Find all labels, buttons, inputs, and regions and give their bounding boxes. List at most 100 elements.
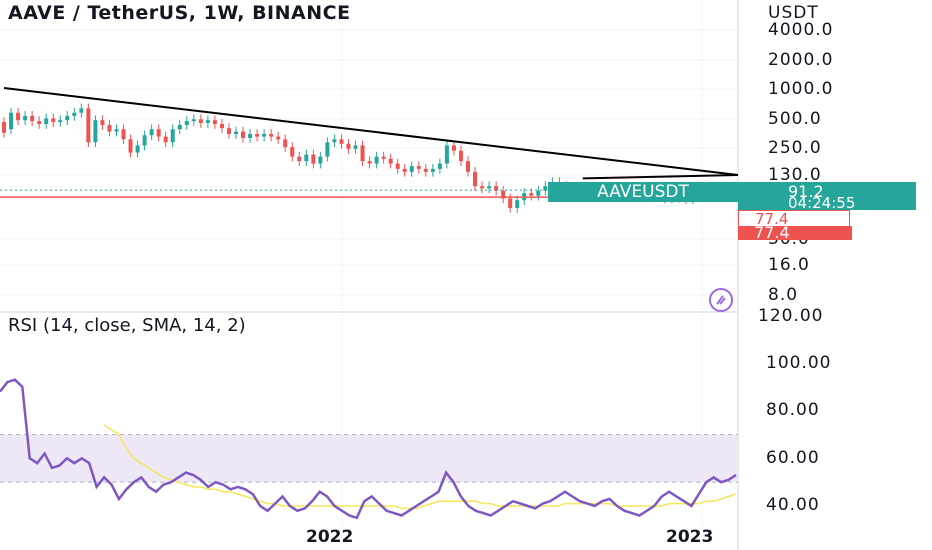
candle-body <box>241 131 246 138</box>
candle-body <box>311 154 316 164</box>
last-price-badge: 91.2 04:24:55 <box>738 182 916 212</box>
candle-body <box>177 124 182 130</box>
candle-body <box>283 139 288 148</box>
candle-body <box>30 115 35 122</box>
rsi-tick-120: 120.00 <box>758 306 824 326</box>
candle-body <box>262 134 267 137</box>
symbol-badge: AAVEUSDT <box>548 182 738 202</box>
candle-body <box>515 200 520 208</box>
rsi-band <box>0 434 738 483</box>
candle-body <box>156 129 161 137</box>
candle-body <box>444 145 449 164</box>
rsi-sma-line <box>103 424 737 510</box>
last-price-value: 91.2 <box>788 182 824 201</box>
candle-body <box>543 186 548 191</box>
level-badge-b: 77.4 <box>738 223 852 242</box>
candle-body <box>458 150 463 162</box>
rsi-tick-60: 60.00 <box>766 448 820 468</box>
candle-body <box>248 134 253 138</box>
bar-countdown: 04:24:55 <box>788 194 856 212</box>
candle-body <box>480 186 485 189</box>
candle-body <box>212 120 217 124</box>
candle-body <box>304 154 309 162</box>
candle-body <box>219 123 224 129</box>
candle-body <box>269 134 274 137</box>
tradingview-logo-icon[interactable] <box>708 287 734 313</box>
candle-body <box>51 118 56 123</box>
candle-body <box>44 118 49 124</box>
candle-body <box>325 142 330 157</box>
candle-body <box>494 186 499 191</box>
candle-body <box>135 145 140 153</box>
candle-body <box>163 136 168 143</box>
candle-body <box>339 139 344 144</box>
candle-body <box>128 139 133 153</box>
candle-body <box>353 145 358 149</box>
rsi-line <box>0 378 737 520</box>
candle-body <box>437 163 442 169</box>
level-value-a: 77.4 <box>755 210 789 228</box>
trendline-1 <box>582 174 739 180</box>
price-tick-8: 8.0 <box>768 285 799 305</box>
chart-title: AAVE / TetherUS, 1W, BINANCE <box>8 2 351 24</box>
candle-body <box>374 156 379 164</box>
candle-body <box>72 112 77 116</box>
level-value-b: 77.4 <box>754 223 790 242</box>
candle-body <box>423 168 428 172</box>
candle-body <box>466 161 470 172</box>
candle-body <box>37 121 42 124</box>
candle-body <box>191 119 196 122</box>
candle-body <box>332 139 337 143</box>
candle-body <box>360 145 365 162</box>
candle-body <box>121 129 126 140</box>
candle-body <box>234 131 238 135</box>
candle-body <box>416 166 421 169</box>
candle-body <box>205 120 210 124</box>
candle-body <box>9 112 14 130</box>
price-tick-250: 250.0 <box>768 138 822 158</box>
price-tick-500: 500.0 <box>768 109 822 129</box>
price-axis-unit: USDT <box>768 3 819 23</box>
candle-body <box>409 166 414 172</box>
candle-body <box>79 108 84 113</box>
candle-body <box>367 161 372 164</box>
candle-body <box>2 122 6 133</box>
rsi-tick-40: 40.00 <box>766 495 820 515</box>
candle-body <box>290 147 295 157</box>
candle-body <box>107 124 112 132</box>
candle-body <box>381 156 386 159</box>
candle-body <box>508 198 513 208</box>
candle-body <box>430 168 435 172</box>
rsi-title: RSI (14, close, SMA, 14, 2) <box>8 315 246 336</box>
candle-body <box>501 190 506 199</box>
candle-body <box>451 145 456 151</box>
time-label-2022: 2022 <box>306 527 354 547</box>
price-tick-2000: 2000.0 <box>768 50 834 70</box>
candle-body <box>16 112 21 121</box>
time-label-2023: 2023 <box>666 527 714 547</box>
candle-body <box>402 168 407 172</box>
candle-body <box>318 156 323 164</box>
price-tick-4000: 4000.0 <box>768 20 834 40</box>
candle-body <box>529 193 534 196</box>
rsi-tick-80: 80.00 <box>766 400 820 420</box>
candle-body <box>388 158 393 164</box>
rsi-tick-100: 100.00 <box>766 353 832 373</box>
candle-body <box>65 115 70 121</box>
candle-body <box>297 156 302 162</box>
candle-body <box>276 136 281 140</box>
candle-body <box>170 129 175 143</box>
candle-body <box>395 163 400 169</box>
candle-body <box>226 128 231 135</box>
price-tick-16: 16.0 <box>768 255 810 275</box>
candle-body <box>346 143 351 149</box>
price-tick-1000: 1000.0 <box>768 79 834 99</box>
trendline-0 <box>3 87 739 176</box>
candle-body <box>100 120 105 125</box>
candle-body <box>184 121 189 125</box>
candle-body <box>114 129 119 132</box>
candle-body <box>536 190 541 196</box>
candle-body <box>23 115 28 121</box>
candle-body <box>473 171 478 187</box>
candle-body <box>198 119 203 124</box>
